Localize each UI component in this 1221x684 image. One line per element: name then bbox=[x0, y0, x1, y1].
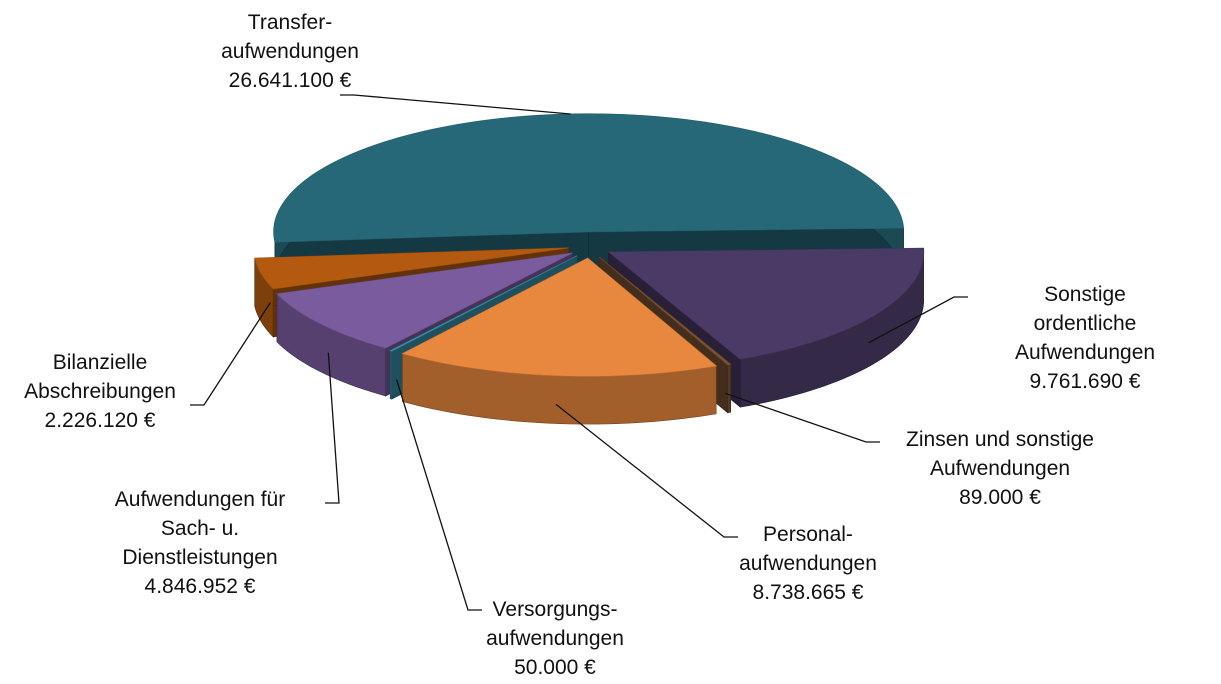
category-label: Personal- aufwendungen bbox=[739, 523, 877, 575]
category-label: Versorgungs- aufwendungen bbox=[486, 598, 624, 650]
category-label: Sonstige ordentliche Aufwendungen bbox=[1014, 283, 1156, 364]
slice bbox=[607, 247, 925, 360]
leader-line bbox=[555, 403, 738, 538]
value-label: 2.226.120 € bbox=[44, 409, 156, 432]
leader-line bbox=[325, 352, 340, 504]
slice-label: Versorgungs- aufwendungen 50.000 € bbox=[486, 595, 624, 682]
slice bbox=[388, 255, 578, 352]
value-label: 9.761.690 € bbox=[1029, 370, 1141, 393]
leader-line bbox=[395, 379, 482, 611]
slice bbox=[275, 252, 573, 349]
category-label: Transfer- aufwendungen bbox=[221, 11, 359, 63]
slice-label: Sonstige ordentliche Aufwendungen 9.761.6… bbox=[1015, 280, 1155, 396]
slice bbox=[254, 247, 569, 290]
category-label: Aufwendungen für Sach- u. Dienstleistung… bbox=[114, 488, 286, 569]
leader-line bbox=[190, 302, 271, 406]
slice bbox=[598, 256, 732, 366]
value-label: 89.000 € bbox=[959, 486, 1041, 509]
leader-line bbox=[868, 296, 968, 344]
slice-label: Bilanzielle Abschreibungen 2.226.120 € bbox=[24, 348, 176, 435]
value-label: 26.641.100 € bbox=[228, 69, 352, 92]
slice-label: Transfer- aufwendungen 26.641.100 € bbox=[221, 8, 359, 95]
leader-line bbox=[724, 392, 880, 443]
value-label: 4.846.952 € bbox=[144, 575, 256, 598]
slice-label: Personal- aufwendungen 8.738.665 € bbox=[739, 520, 877, 607]
slice bbox=[401, 257, 718, 377]
slice-label: Aufwendungen für Sach- u. Dienstleistung… bbox=[115, 485, 285, 601]
slice bbox=[273, 113, 905, 243]
value-label: 50.000 € bbox=[514, 656, 596, 679]
slice-wall bbox=[389, 350, 393, 400]
slice-wall bbox=[727, 363, 731, 414]
leader-line bbox=[340, 94, 571, 115]
category-label: Zinsen und sonstige Aufwendungen bbox=[906, 428, 1094, 480]
category-label: Bilanzielle Abschreibungen bbox=[24, 351, 176, 403]
slice-label: Zinsen und sonstige Aufwendungen 89.000 € bbox=[906, 425, 1094, 512]
value-label: 8.738.665 € bbox=[752, 581, 864, 604]
